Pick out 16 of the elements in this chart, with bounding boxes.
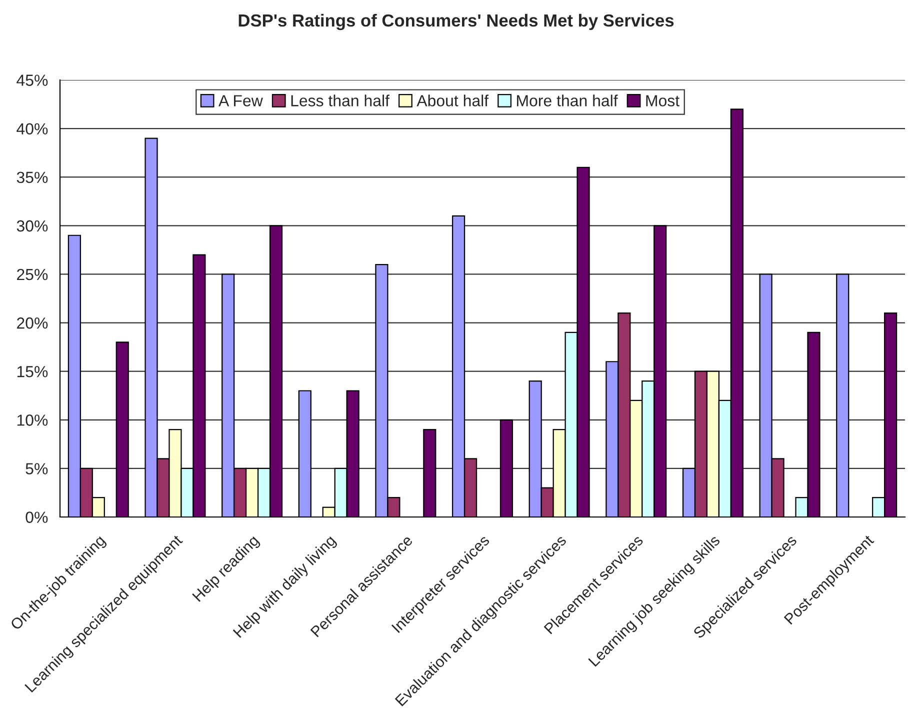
legend-label: About half [416,94,489,106]
y-tick-label: 20% [17,317,48,329]
y-tick-label: 10% [17,414,48,426]
y-tick-label: 15% [17,366,48,378]
y-tick-label: 30% [16,220,48,232]
legend-label: Most [646,95,680,106]
y-tick-label: 0% [26,512,48,523]
legend-label: More than half [517,94,618,106]
legend-label: Less than half [291,94,390,106]
y-tick-label: 5% [26,463,48,474]
y-tick-label: 40% [16,123,48,134]
legend-label: A Few [218,95,263,106]
y-tick-label: 35% [16,172,48,184]
y-tick-label: 25% [17,268,48,280]
chart-title: DSP's Ratings of Consumers' Needs Met by Services [238,14,674,30]
y-tick-label: 45% [16,74,48,86]
